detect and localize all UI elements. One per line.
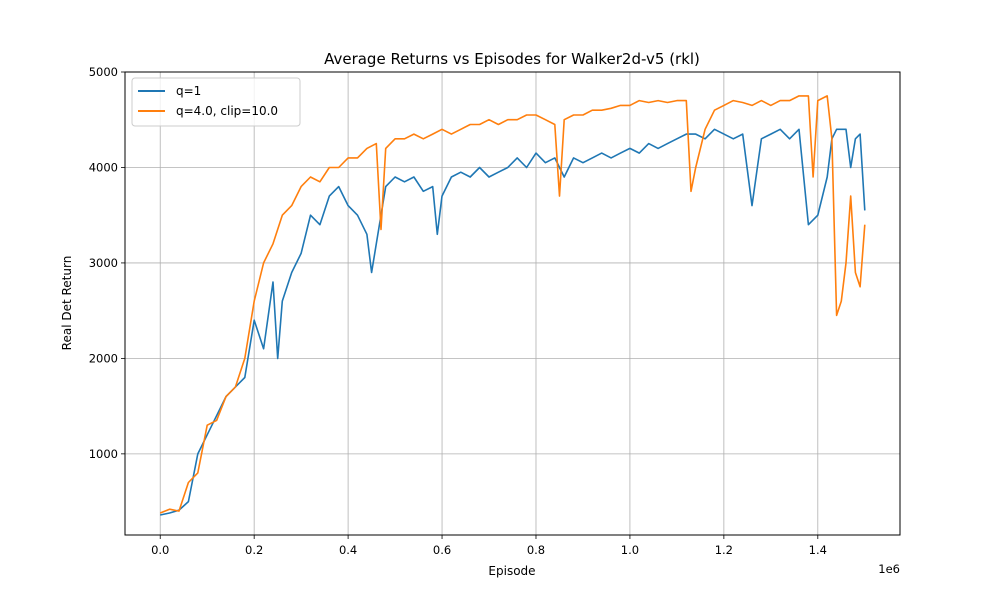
plot-area <box>125 72 900 535</box>
legend-label-q1: q=1 <box>176 84 201 98</box>
x-axis-label: Episode <box>488 564 535 578</box>
x-tick-label: 0.6 <box>433 543 451 557</box>
legend: q=1 q=4.0, clip=10.0 <box>131 77 301 127</box>
y-tick-label: 2000 <box>89 351 118 365</box>
legend-label-q4-clip10: q=4.0, clip=10.0 <box>176 104 278 118</box>
series-line-q1 <box>160 128 866 516</box>
x-tick-label: 0.8 <box>527 543 545 557</box>
y-tick-label: 5000 <box>89 65 118 79</box>
series-layer <box>159 95 866 516</box>
x-axis-ticks: 0.0 0.2 0.4 0.6 0.8 1.0 1.2 1.4 <box>151 535 827 557</box>
x-tick-label: 0.0 <box>151 543 169 557</box>
x-tick-label: 0.2 <box>245 543 263 557</box>
y-tick-label: 1000 <box>89 447 118 461</box>
x-tick-label: 0.4 <box>339 543 357 557</box>
y-axis-ticks: 1000 2000 3000 4000 5000 <box>89 65 125 461</box>
x-tick-label: 1.2 <box>715 543 733 557</box>
y-tick-label: 4000 <box>89 160 118 174</box>
legend-box <box>131 77 301 127</box>
chart-title: Average Returns vs Episodes for Walker2d… <box>324 50 700 68</box>
plot-frame <box>124 71 901 536</box>
y-tick-label: 3000 <box>89 256 118 270</box>
x-axis-offset-label: 1e6 <box>878 562 900 576</box>
x-tick-label: 1.4 <box>809 543 827 557</box>
series-line-q4-clip10 <box>159 95 866 514</box>
y-axis-label: Real Det Return <box>60 256 74 351</box>
x-tick-label: 1.0 <box>621 543 639 557</box>
